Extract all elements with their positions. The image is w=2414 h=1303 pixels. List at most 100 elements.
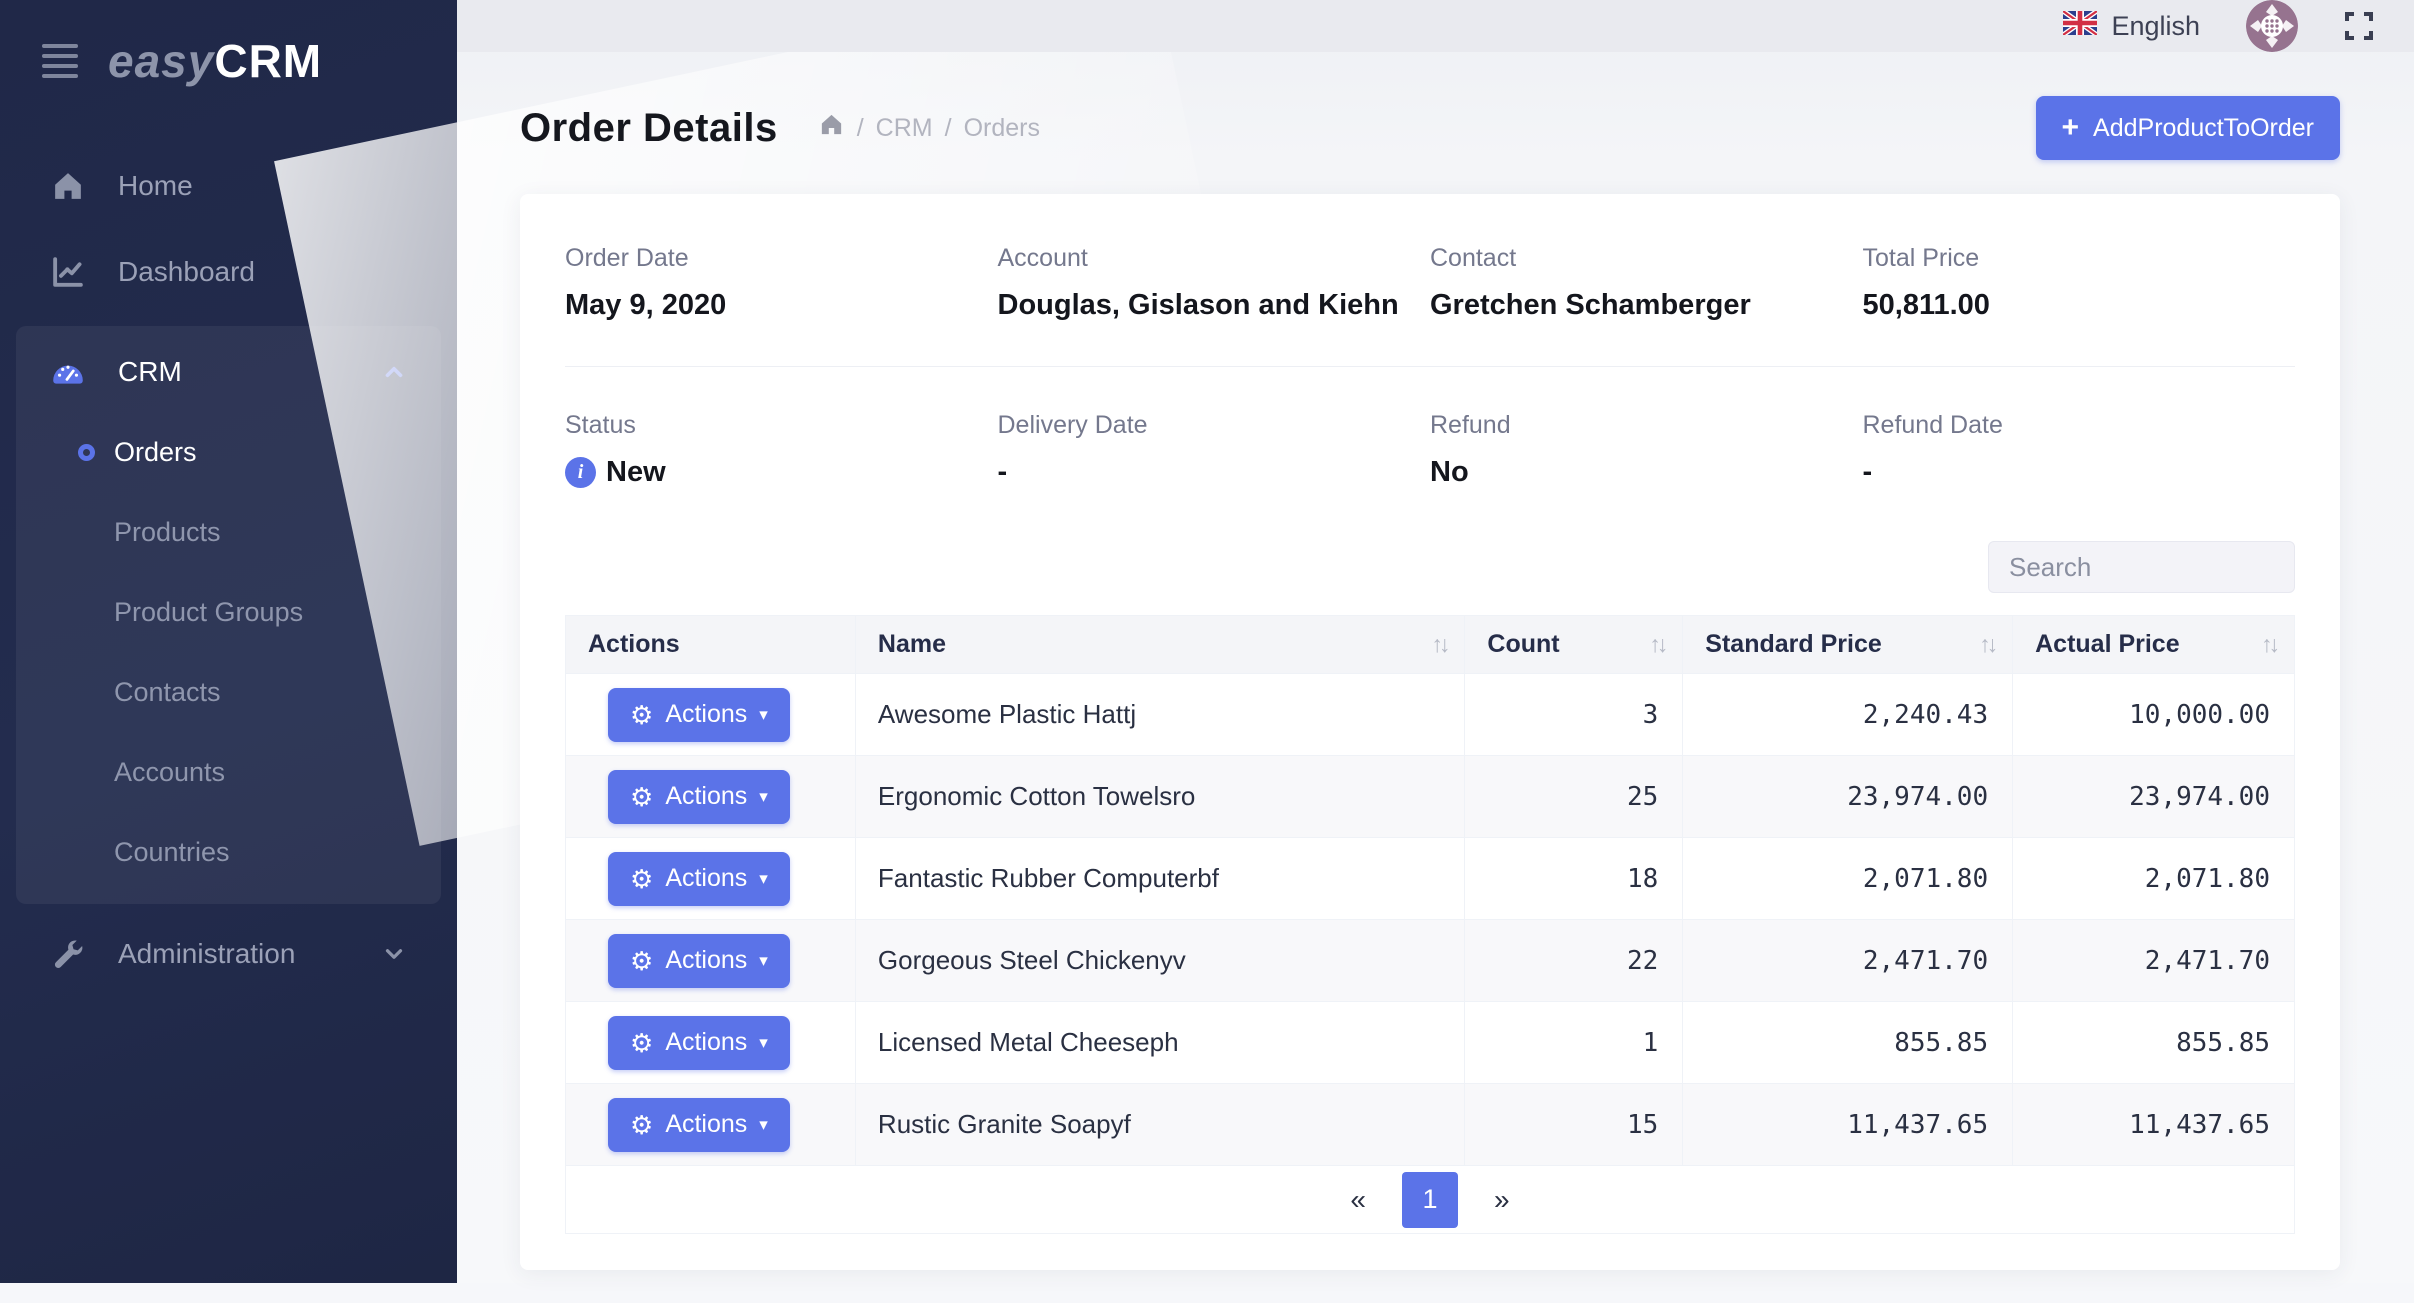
field-label: Total Price — [1862, 244, 1980, 272]
brand-light: easy — [108, 35, 215, 87]
column-label: Name — [877, 630, 947, 658]
status-value: New — [606, 456, 666, 488]
chevron-up-icon — [381, 359, 407, 385]
column-header-standard-price[interactable]: Standard Price ↑↓ — [1682, 615, 2014, 674]
sidebar-item-orders[interactable]: Orders — [16, 420, 441, 484]
actions-label: Actions — [665, 1028, 748, 1056]
field-label: Account — [997, 244, 1088, 272]
sidebar-nav: Home Dashboard — [0, 154, 457, 1008]
product-name-cell: Gorgeous Steel Chickenyv — [854, 919, 1466, 1002]
standard-price-cell: 855.85 — [1682, 1001, 2014, 1084]
count-cell: 3 — [1464, 673, 1684, 756]
language-selector[interactable]: English — [2061, 8, 2200, 42]
field-label: Order Date — [565, 244, 689, 272]
standard-price-cell: 23,974.00 — [1682, 755, 2014, 838]
row-actions-button[interactable]: ⚙ Actions ▾ — [608, 1097, 790, 1152]
field-order-date: Order Date May 9, 2020 — [565, 244, 998, 322]
actions-label: Actions — [665, 782, 748, 810]
sidebar-item-crm[interactable]: CRM — [16, 340, 441, 404]
actions-label: Actions — [665, 864, 748, 892]
order-products-table: Actions Name ↑↓ Count ↑↓ Stand — [565, 615, 2295, 1234]
breadcrumb-crm[interactable]: CRM — [875, 113, 933, 142]
brand-row: easyCRM — [0, 0, 457, 114]
field-label: Refund Date — [1862, 411, 2003, 439]
column-header-name[interactable]: Name ↑↓ — [854, 615, 1466, 674]
actual-price-cell: 2,071.80 — [2012, 837, 2295, 920]
sidebar-item-label: CRM — [118, 356, 182, 387]
count-cell: 1 — [1464, 1001, 1684, 1084]
pagination-page-1[interactable]: 1 — [1402, 1171, 1458, 1228]
gear-icon: ⚙ — [630, 781, 654, 812]
pagination-next[interactable]: » — [1494, 1183, 1510, 1215]
table-row: ⚙ Actions ▾ Licensed Metal Cheeseph 1 855.… — [565, 1001, 2295, 1084]
field-value: - — [1862, 456, 1873, 488]
column-header-actual-price[interactable]: Actual Price ↑↓ — [2012, 615, 2295, 674]
sidebar-item-dashboard[interactable]: Dashboard — [0, 240, 457, 304]
table-search-row — [565, 541, 2295, 593]
breadcrumb-home-icon[interactable] — [818, 111, 845, 145]
table-row: ⚙ Actions ▾ Ergonomic Cotton Towelsro 25 2… — [565, 755, 2295, 838]
brand-logo[interactable]: easyCRM — [108, 34, 322, 88]
sidebar-item-countries[interactable]: Countries — [16, 820, 441, 884]
chevron-down-icon — [381, 941, 407, 967]
field-value: i New — [565, 456, 998, 489]
hamburger-menu-icon[interactable] — [42, 44, 78, 78]
column-label: Actual Price — [2035, 630, 2180, 658]
standard-price-cell: 11,437.65 — [1682, 1083, 2014, 1166]
page-title: Order Details — [520, 105, 778, 150]
product-name-cell: Licensed Metal Cheeseph — [854, 1001, 1466, 1084]
row-actions-button[interactable]: ⚙ Actions ▾ — [608, 769, 790, 824]
caret-down-icon: ▾ — [759, 1032, 768, 1052]
caret-down-icon: ▾ — [759, 868, 768, 888]
actual-price-cell: 11,437.65 — [2012, 1083, 2295, 1166]
caret-down-icon: ▾ — [759, 1114, 768, 1134]
field-value: No — [1430, 456, 1469, 488]
sidebar-subitem-label: Countries — [114, 836, 230, 867]
fullscreen-icon[interactable] — [2344, 11, 2374, 41]
column-label: Actions — [588, 630, 680, 658]
sidebar-subitem-label: Product Groups — [114, 596, 304, 627]
field-refund: Refund No — [1430, 411, 1863, 489]
add-product-to-order-button[interactable]: + AddProductToOrder — [2035, 96, 2340, 160]
info-icon[interactable]: i — [565, 457, 596, 488]
field-label: Status — [565, 411, 636, 439]
row-actions-button[interactable]: ⚙ Actions ▾ — [608, 687, 790, 742]
sidebar-subitem-label: Contacts — [114, 676, 221, 707]
gear-icon: ⚙ — [630, 1027, 654, 1058]
count-cell: 25 — [1464, 755, 1684, 838]
table-row: ⚙ Actions ▾ Gorgeous Steel Chickenyv 22 2,… — [565, 919, 2295, 1002]
sidebar-item-accounts[interactable]: Accounts — [16, 740, 441, 804]
sidebar-item-home[interactable]: Home — [0, 154, 457, 218]
pagination-prev[interactable]: « — [1350, 1183, 1366, 1215]
plus-icon: + — [2061, 111, 2080, 144]
search-input[interactable] — [1988, 541, 2295, 593]
count-cell: 18 — [1464, 837, 1684, 920]
sidebar-subitem-label: Accounts — [114, 756, 226, 787]
standard-price-cell: 2,071.80 — [1682, 837, 2014, 920]
sidebar-item-administration[interactable]: Administration — [0, 922, 457, 986]
row-actions-button[interactable]: ⚙ Actions ▾ — [608, 933, 790, 988]
gear-icon: ⚙ — [630, 699, 654, 730]
avatar[interactable] — [2246, 0, 2298, 52]
row-actions-button[interactable]: ⚙ Actions ▾ — [608, 851, 790, 906]
sidebar-item-product-groups[interactable]: Product Groups — [16, 580, 441, 644]
breadcrumb-orders[interactable]: Orders — [963, 113, 1040, 142]
field-status: Status i New — [565, 411, 998, 489]
table-row: ⚙ Actions ▾ Fantastic Rubber Computerbf 18… — [565, 837, 2295, 920]
sidebar-item-contacts[interactable]: Contacts — [16, 660, 441, 724]
field-total-price: Total Price 50,811.00 — [1863, 244, 2296, 322]
topbar: English — [457, 0, 2414, 52]
field-refund-date: Refund Date - — [1863, 411, 2296, 489]
standard-price-cell: 2,471.70 — [1682, 919, 2014, 1002]
gear-icon: ⚙ — [630, 945, 654, 976]
breadcrumb-separator: / — [856, 113, 864, 142]
chart-line-icon — [46, 254, 90, 290]
column-header-count[interactable]: Count ↑↓ — [1464, 615, 1684, 674]
actual-price-cell: 23,974.00 — [2012, 755, 2295, 838]
sidebar-item-products[interactable]: Products — [16, 500, 441, 564]
breadcrumb: / CRM / Orders — [818, 111, 1040, 145]
actions-label: Actions — [665, 946, 748, 974]
table-row: ⚙ Actions ▾ Rustic Granite Soapyf 15 11,43… — [565, 1083, 2295, 1166]
row-actions-button[interactable]: ⚙ Actions ▾ — [608, 1015, 790, 1070]
